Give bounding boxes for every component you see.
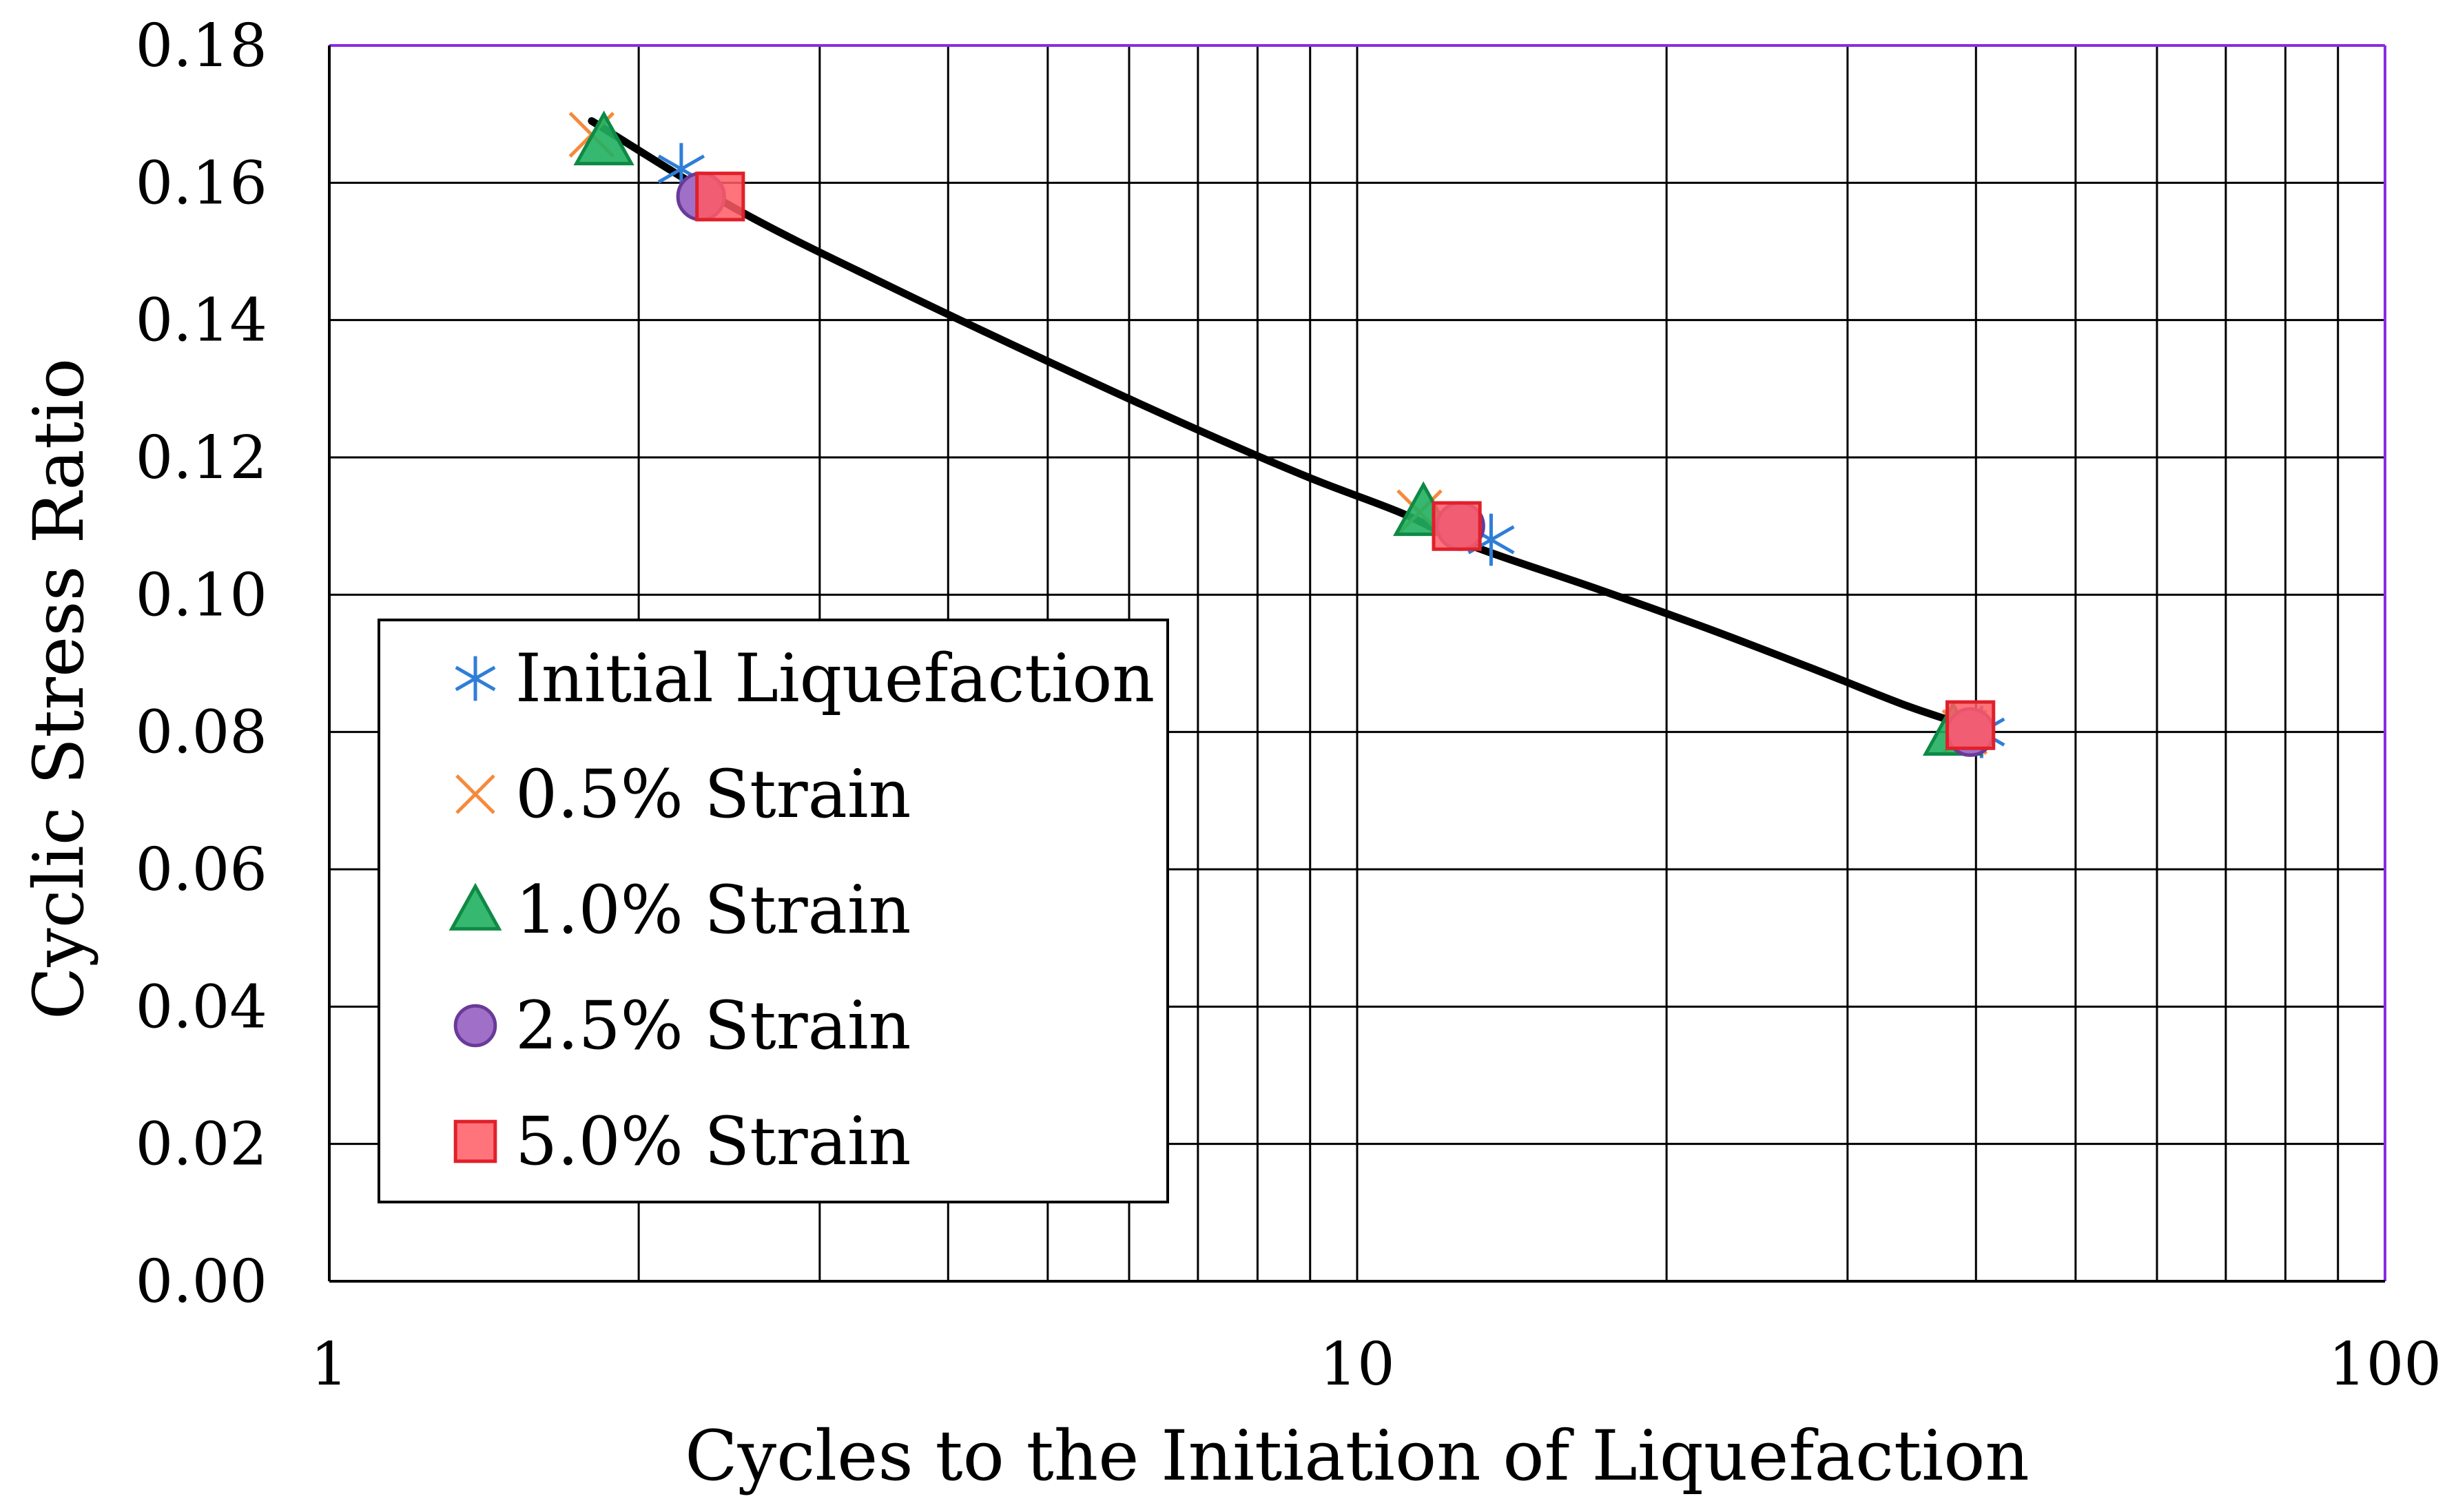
- y-tick-label: 0.18: [136, 12, 267, 81]
- legend-label: 1.0% Strain: [515, 871, 911, 949]
- data-point-square: [1432, 501, 1482, 551]
- legend-marker-square: [453, 1119, 497, 1163]
- legend-marker-asterisk: [455, 656, 496, 701]
- square-shape: [453, 1119, 497, 1163]
- triangle-shape: [448, 882, 502, 931]
- legend-label: 5.0% Strain: [515, 1103, 911, 1180]
- x-tick-labels: 1 10 100: [311, 1330, 2441, 1399]
- asterisk-stroke: [455, 665, 496, 692]
- y-tick-label: 0.10: [136, 561, 267, 630]
- circle-shape: [453, 1004, 497, 1048]
- square-shape: [1945, 700, 1996, 750]
- data-points: [568, 110, 2005, 758]
- legend-label: Initial Liquefaction: [515, 640, 1155, 717]
- y-tick-label: 0.12: [136, 424, 267, 493]
- data-point-triangle: [573, 110, 634, 165]
- x-tick-label: 100: [2329, 1330, 2441, 1399]
- y-axis-title: Cyclic Stress Ratio: [19, 358, 99, 1019]
- legend-marker-triangle: [448, 882, 502, 931]
- legend-label: 0.5% Strain: [515, 756, 911, 833]
- trendline: [588, 117, 1969, 729]
- square-shape: [1432, 501, 1482, 551]
- x-axis-title: Cycles to the Initiation of Liquefaction: [685, 1416, 2030, 1496]
- asterisk-stroke: [657, 154, 705, 184]
- y-tick-label: 0.16: [136, 149, 267, 218]
- legend-label: 2.5% Strain: [515, 987, 911, 1064]
- y-tick-label: 0.06: [136, 836, 267, 904]
- legend-box: [378, 619, 1169, 1203]
- y-tick-label: 0.04: [136, 973, 267, 1042]
- legend-marker-x: [455, 774, 495, 814]
- x-tick-label: 1: [311, 1330, 349, 1399]
- trendline-path: [588, 117, 1969, 729]
- grid: [329, 45, 2385, 1281]
- y-tick-label: 0.00: [136, 1247, 267, 1316]
- data-point-square: [1945, 700, 1996, 750]
- x-tick-label: 10: [1319, 1330, 1394, 1399]
- y-tick-label: 0.02: [136, 1110, 267, 1179]
- legend-marker-circle: [453, 1004, 497, 1048]
- triangle-shape: [573, 110, 634, 165]
- y-tick-labels: 0.00 0.02 0.04 0.06 0.08 0.10 0.12 0.14 0.16 0.18: [136, 12, 267, 1316]
- legend: Initial Liquefaction 0.5% Strain 1.0% Stra…: [378, 619, 1169, 1203]
- plot-frame: [328, 44, 2386, 1283]
- y-tick-label: 0.08: [136, 698, 267, 767]
- data-point-square: [695, 172, 745, 222]
- y-tick-label: 0.14: [136, 287, 267, 355]
- x-stroke: [455, 774, 495, 814]
- square-shape: [695, 172, 745, 222]
